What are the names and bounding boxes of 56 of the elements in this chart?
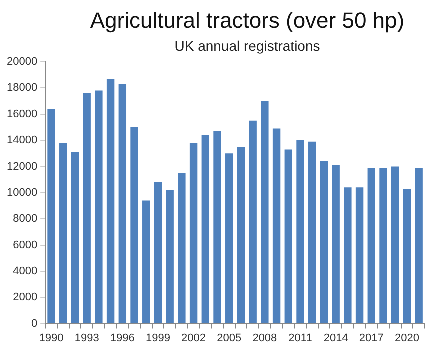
y-tick-label: 20000 <box>6 56 38 68</box>
y-tick-label: 10000 <box>6 186 38 199</box>
bar <box>154 182 162 324</box>
bar <box>392 166 400 324</box>
bar <box>106 79 115 324</box>
bar <box>344 188 352 324</box>
x-tick-label: 2011 <box>288 332 312 344</box>
bar <box>249 120 257 324</box>
bar <box>308 142 316 324</box>
bar <box>130 127 138 324</box>
bar <box>368 168 376 324</box>
bar <box>71 152 80 324</box>
y-tick-label: 0 <box>31 318 38 330</box>
bar <box>261 101 269 324</box>
bar <box>214 131 222 324</box>
bar <box>332 165 340 324</box>
x-tick-label: 2017 <box>359 332 384 344</box>
bar <box>166 190 174 324</box>
bar <box>226 154 234 324</box>
chart-title: Agricultural tractors (over 50 hp) <box>89 8 406 34</box>
x-tick-label: 2008 <box>252 332 278 344</box>
bar <box>118 84 127 324</box>
x-tick-label: 1999 <box>146 332 170 344</box>
y-tick-label: 16000 <box>6 108 38 120</box>
y-tick-label: 12000 <box>6 160 38 173</box>
bar <box>380 168 388 324</box>
bar <box>178 173 186 324</box>
y-tick-label: 14000 <box>6 134 38 147</box>
y-tick-label: 6000 <box>13 239 38 252</box>
bar <box>284 150 293 324</box>
x-tick-label: 1996 <box>110 332 135 344</box>
y-tick-label: 8000 <box>13 213 38 226</box>
x-tick-label: 2005 <box>217 332 242 344</box>
bar <box>48 109 56 324</box>
bar <box>83 93 91 324</box>
y-tick-label: 4000 <box>13 265 38 278</box>
bar <box>142 200 150 324</box>
bar <box>415 168 423 324</box>
x-tick-label: 1993 <box>74 332 100 344</box>
bar <box>272 128 281 324</box>
bar <box>202 135 210 324</box>
bar <box>296 140 304 324</box>
bar <box>237 147 246 324</box>
chart-subtitle: UK annual registrations <box>174 38 322 54</box>
x-tick-label: 2020 <box>394 332 420 344</box>
x-tick-label: 2002 <box>182 332 206 344</box>
bar <box>403 188 412 324</box>
bar <box>95 90 103 324</box>
y-tick-label: 18000 <box>6 82 38 94</box>
bar <box>320 161 328 324</box>
bar <box>60 143 68 324</box>
x-tick-label: 2014 <box>324 332 348 344</box>
bar <box>356 188 364 324</box>
y-tick-label: 2000 <box>13 292 38 304</box>
bar <box>190 143 198 324</box>
x-tick-label: 1990 <box>39 332 64 344</box>
